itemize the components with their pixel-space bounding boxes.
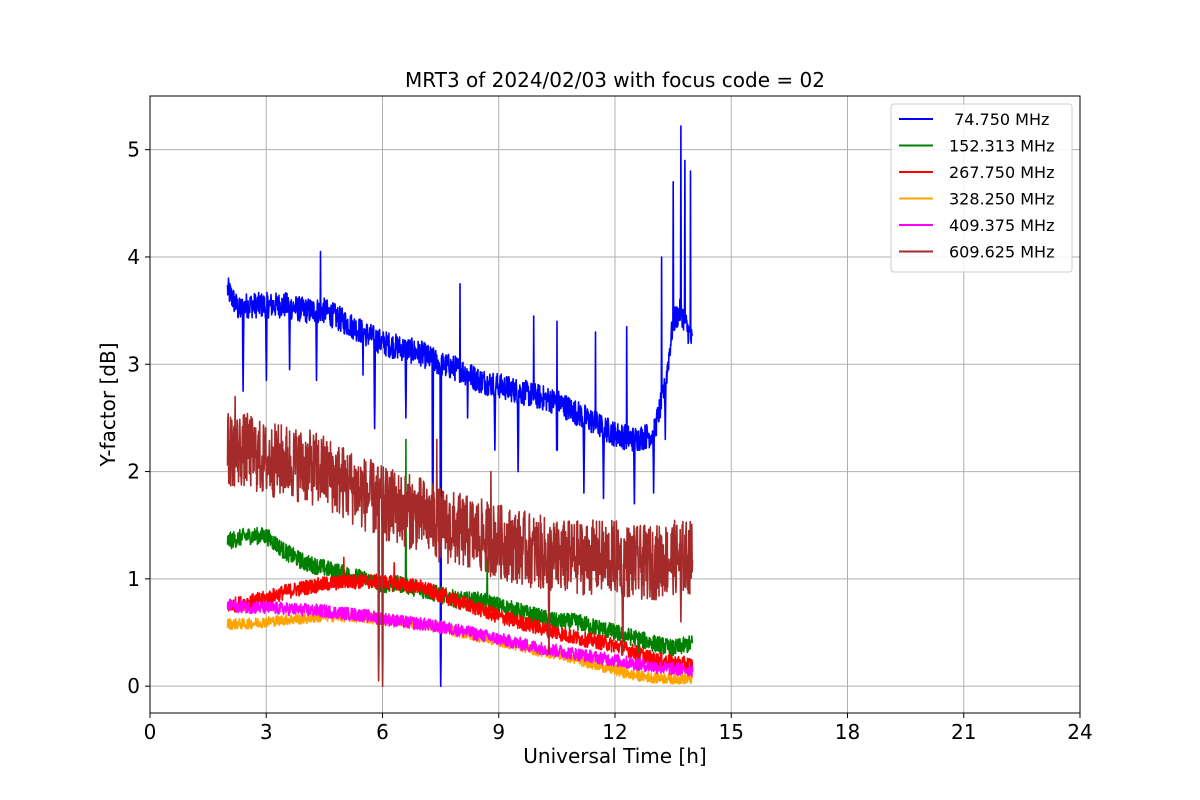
y-tick-label: 3 xyxy=(127,352,140,376)
x-axis-label: Universal Time [h] xyxy=(523,744,706,768)
legend-label: 609.625 MHz xyxy=(949,243,1054,262)
x-tick-label: 3 xyxy=(260,720,273,744)
x-tick-label: 24 xyxy=(1067,720,1092,744)
legend-label: 328.250 MHz xyxy=(949,190,1054,209)
x-tick-label: 18 xyxy=(835,720,860,744)
y-tick-label: 1 xyxy=(127,567,140,591)
legend-label: 267.750 MHz xyxy=(949,163,1054,182)
y-tick-label: 4 xyxy=(127,245,140,269)
x-tick-label: 9 xyxy=(492,720,505,744)
series-line-1 xyxy=(226,125,694,687)
legend-label: 152.313 MHz xyxy=(949,137,1054,156)
legend-label: 74.750 MHz xyxy=(949,110,1049,129)
series-lines xyxy=(226,125,694,687)
chart-title: MRT3 of 2024/02/03 with focus code = 02 xyxy=(405,68,825,92)
y-tick-label: 0 xyxy=(127,674,140,698)
x-tick-label: 0 xyxy=(144,720,157,744)
x-tick-label: 15 xyxy=(719,720,744,744)
y-tick-label: 2 xyxy=(127,460,140,484)
series-line-6 xyxy=(226,395,694,687)
legend-box xyxy=(890,103,1073,273)
legend-label: 409.375 MHz xyxy=(949,216,1054,235)
series-line-2 xyxy=(226,438,694,677)
y-tick-label: 5 xyxy=(127,138,140,162)
series-line-3 xyxy=(226,556,694,673)
x-tick-label: 12 xyxy=(602,720,627,744)
x-tick-label: 6 xyxy=(376,720,389,744)
y-axis-label: Y-factor [dB] xyxy=(96,342,120,467)
x-tick-label: 21 xyxy=(951,720,976,744)
legend: 74.750 MHz 152.313 MHz 267.750 MHz 328.250 … xyxy=(890,103,1073,273)
series-line-5 xyxy=(226,598,694,677)
